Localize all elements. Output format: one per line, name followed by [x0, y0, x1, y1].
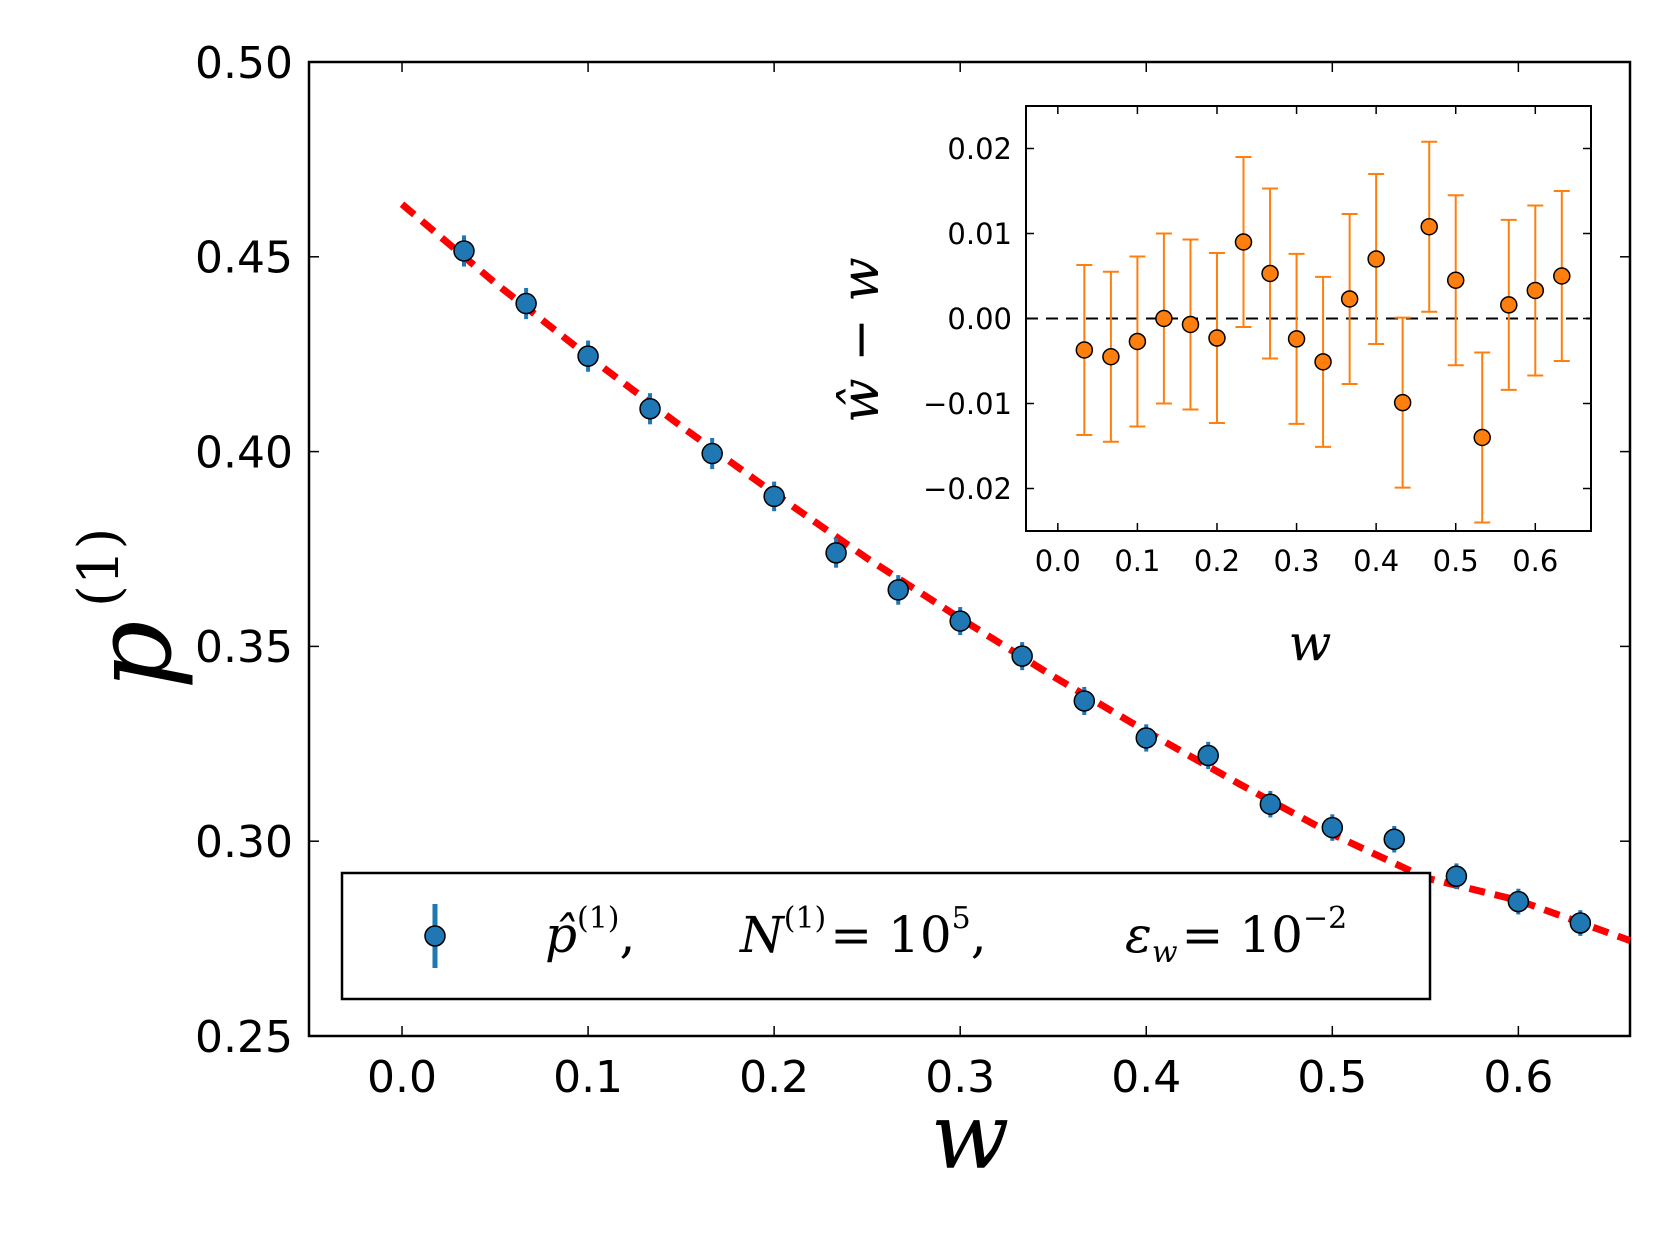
- main-ytick-label: 0.50: [195, 38, 293, 89]
- inset-xtick-label: 0.4: [1353, 544, 1399, 578]
- p-hat-1-point: [1383, 828, 1406, 851]
- main-axes: 0.0 0.1 0.2 0.3 0.4 0.5 0.6 0.25 0.30 0.35 0.40 0.4…: [195, 38, 1632, 1103]
- inset-ytick-label: 0.01: [947, 217, 1012, 251]
- inset-xlabel: w: [1289, 614, 1332, 672]
- legend: p̂(1), N(1)= 105, εw= 10−2: [340, 871, 1432, 1001]
- main-ylabel-base: p: [71, 620, 196, 689]
- residual-point: [1526, 281, 1545, 300]
- residual-point: [1234, 233, 1253, 251]
- legend-label: p̂(1), N(1)= 105, εw= 10−2: [545, 901, 1347, 970]
- inset-ytick-label: 0.02: [947, 132, 1012, 166]
- main-xtick-label: 0.6: [1483, 1052, 1553, 1103]
- inset-ytick-label: −0.02: [923, 472, 1012, 506]
- legend-box: [340, 871, 1432, 1001]
- main-ylabel-sup: (1): [67, 528, 132, 607]
- main-xtick-label: 0.3: [925, 1052, 995, 1103]
- p-hat-1-point: [701, 442, 723, 465]
- p-hat-1-point: [1569, 912, 1592, 934]
- residual-point: [1261, 264, 1279, 283]
- main-xtick-label: 0.5: [1297, 1052, 1367, 1103]
- p-hat-1-point: [1321, 816, 1344, 839]
- residual-point: [1446, 271, 1465, 289]
- main-frame: [307, 60, 1632, 1038]
- residual-point: [1553, 267, 1571, 285]
- p-hat-1-point: [949, 610, 971, 632]
- main-xtick-label: 0.1: [553, 1052, 623, 1103]
- inset-xtick-label: 0.0: [1035, 544, 1081, 578]
- fit-line: [399, 201, 1632, 944]
- residual-point: [1128, 332, 1147, 351]
- main-xtick-label: 0.4: [1111, 1052, 1181, 1103]
- main-ylabel: p (1): [67, 528, 196, 690]
- residual-point: [1393, 393, 1412, 412]
- main-xlabel: w: [931, 1083, 1010, 1190]
- p-hat-1-point: [577, 345, 599, 367]
- legend-marker: [424, 925, 446, 947]
- inset-xtick-label: 0.2: [1194, 544, 1240, 578]
- p-hat-1-point: [515, 292, 537, 315]
- p-hat-1-point: [1197, 744, 1219, 767]
- residual-point: [1473, 428, 1491, 447]
- p-hat-1-point: [453, 240, 475, 262]
- residual-point: [1155, 309, 1173, 328]
- main-ytick-label: 0.30: [195, 817, 293, 868]
- inset-ytick-label: 0.00: [947, 302, 1012, 336]
- inset-ytick-label: −0.01: [923, 387, 1012, 421]
- p-hat-1-point: [1011, 645, 1033, 667]
- residual-point: [1314, 353, 1332, 371]
- inset-xtick-label: 0.3: [1274, 544, 1320, 578]
- p-hat-1-point: [1259, 793, 1282, 815]
- residual-point: [1420, 217, 1438, 236]
- residual-point: [1500, 296, 1518, 314]
- p-hat-1-point: [887, 579, 909, 601]
- residual-point: [1287, 330, 1306, 348]
- residual-point: [1102, 348, 1120, 366]
- p-hat-1-point: [1445, 865, 1468, 888]
- inset-xtick-label: 0.1: [1114, 544, 1160, 578]
- inset-xtick-label: 0.5: [1433, 544, 1479, 578]
- main-xtick-label: 0.0: [367, 1052, 437, 1103]
- p-hat-1-point: [639, 397, 661, 420]
- main-ytick-label: 0.25: [195, 1012, 293, 1063]
- residual-point: [1075, 341, 1094, 359]
- residual-point: [1208, 329, 1226, 347]
- p-hat-1-point: [1073, 690, 1096, 712]
- residual-point: [1367, 250, 1385, 268]
- main-ytick-label: 0.35: [195, 622, 293, 673]
- p-hat-1-point: [825, 542, 847, 564]
- residual-point: [1181, 315, 1200, 334]
- main-ytick-label: 0.40: [195, 427, 293, 478]
- main-ytick-label: 0.45: [195, 233, 293, 284]
- p-hat-1-point: [763, 485, 785, 508]
- residual-point: [1340, 290, 1359, 308]
- inset-axes: 0.0 0.1 0.2 0.3 0.4 0.5 0.6 −0.02 −0.01 0.00 0.01 0…: [923, 105, 1592, 578]
- p-hat-1-point: [1135, 727, 1158, 749]
- inset-ylabel: ŵ − w: [831, 257, 891, 423]
- inset-xtick-label: 0.6: [1512, 544, 1558, 578]
- p-hat-1-point: [1507, 890, 1530, 913]
- main-xtick-label: 0.2: [739, 1052, 809, 1103]
